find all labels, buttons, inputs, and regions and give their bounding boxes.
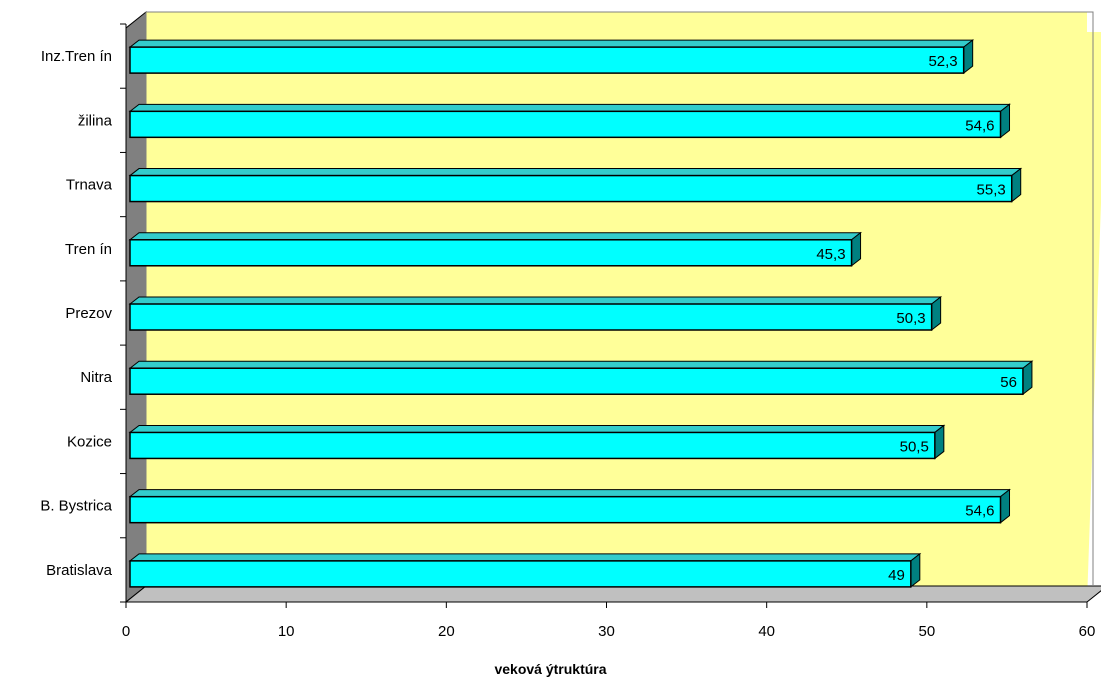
data-label-1: 54,6 [965,503,994,520]
category-label-1: B. Bystrica [40,498,112,515]
category-label-4: Prezov [65,305,112,322]
bar-top-5 [128,232,863,241]
data-label-0: 49 [888,567,905,584]
x-tick-label: 40 [758,623,775,640]
bar-top-7 [128,103,1011,112]
bar-5 [129,239,853,267]
bar-top-2 [128,424,946,433]
data-label-2: 50,5 [900,438,929,455]
bar-top-0 [128,553,922,562]
category-label-6: Trnava [66,177,113,194]
bar-top-8 [128,39,975,48]
bar-top-4 [128,296,943,305]
bar-3 [129,367,1024,395]
floor [124,585,1101,603]
x-tick-label: 50 [918,623,935,640]
category-label-3: Nitra [80,369,112,386]
bar-7 [129,110,1002,139]
data-label-7: 54,6 [965,117,994,134]
category-label-0: Bratislava [46,562,113,579]
bar-1 [129,495,1002,524]
x-axis-title: veková ýtruktúra [494,661,607,677]
x-tick-label: 60 [1079,623,1096,640]
x-tick-label: 10 [278,623,295,640]
x-tick-label: 30 [598,623,615,640]
category-label-2: Kozice [67,433,112,450]
x-tick-label: 20 [438,623,455,640]
data-label-6: 55,3 [977,182,1006,199]
category-label-5: Tren ín [65,241,112,258]
data-label-8: 52,3 [928,53,957,70]
category-label-7: žilina [78,112,113,129]
data-label-3: 56 [1000,374,1017,391]
x-tick-label: 0 [122,623,130,640]
bar-top-3 [128,360,1034,369]
bar-2 [129,431,936,460]
bar-0 [129,560,912,588]
data-label-4: 50,3 [896,310,925,327]
bar-6 [129,174,1013,203]
bar-top-6 [128,168,1023,177]
bar-4 [129,303,933,331]
data-label-5: 45,3 [816,246,845,263]
bar-top-1 [128,489,1011,498]
bar-8 [129,46,965,74]
category-label-8: Inz.Tren ín [41,48,112,65]
